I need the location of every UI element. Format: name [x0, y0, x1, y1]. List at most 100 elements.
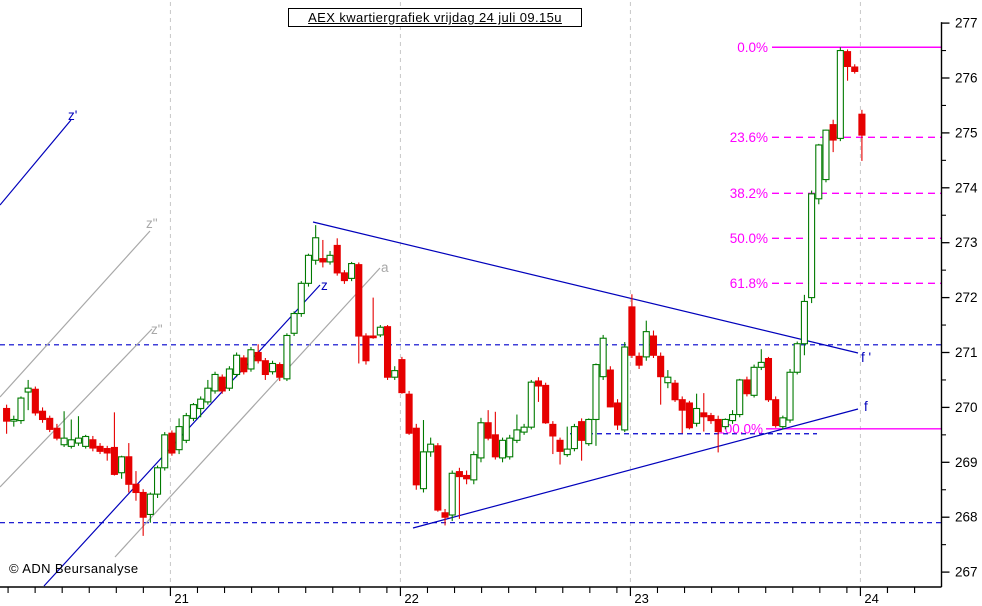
candle-up — [506, 437, 514, 458]
candle-up — [312, 237, 320, 261]
y-axis-tick-label: 270 — [955, 400, 978, 415]
candle-up — [793, 343, 801, 373]
candle-up — [17, 397, 25, 422]
candle-up — [527, 381, 535, 428]
candle-down — [218, 376, 226, 392]
trendline-label: z" — [146, 216, 158, 231]
candle-up — [592, 364, 600, 421]
x-axis-day-label: 22 — [404, 591, 418, 606]
candle-down — [383, 326, 392, 378]
candle-up — [82, 435, 90, 447]
candle-down — [261, 360, 269, 376]
candle-down — [340, 272, 348, 282]
candle-down — [700, 412, 708, 418]
candle-up — [290, 312, 298, 334]
candle-up — [477, 422, 485, 459]
y-axis-tick-label: 277 — [955, 16, 978, 31]
candle-up — [815, 144, 823, 200]
candle-up — [721, 418, 729, 428]
copyright-label: © ADN Beursanalyse — [9, 561, 139, 576]
candle-up — [585, 418, 593, 445]
candle-up — [118, 456, 126, 474]
candle-down — [657, 355, 665, 378]
y-axis-tick-label: 273 — [955, 235, 978, 250]
candle-up — [225, 368, 233, 389]
candle-up — [520, 426, 528, 433]
candle-up — [24, 387, 32, 393]
candle-down — [319, 258, 327, 263]
candle-down — [103, 448, 111, 454]
candle-up — [757, 361, 765, 368]
x-axis-day-label: 21 — [174, 591, 188, 606]
trendline-label: z — [321, 278, 328, 293]
candle-up — [513, 429, 521, 441]
candle-up — [297, 282, 305, 315]
candle-down — [96, 445, 104, 452]
trendline-wave — [412, 408, 859, 529]
candle-down — [606, 369, 614, 408]
candle-down — [772, 399, 780, 427]
candle-down — [743, 379, 751, 395]
candle-up — [74, 437, 83, 444]
candle-down — [635, 355, 643, 366]
candle-up — [175, 426, 183, 451]
trendline-label: z" — [151, 322, 163, 337]
candle-up — [391, 370, 399, 378]
candle-down — [678, 399, 686, 411]
candle-down — [613, 402, 622, 426]
fibonacci-label: 38.2% — [730, 186, 768, 201]
trendline-wave — [0, 328, 153, 488]
candle-up — [693, 407, 701, 424]
candle-up — [67, 439, 75, 447]
y-axis-tick-label: 274 — [955, 180, 978, 195]
candle-up — [268, 362, 277, 373]
candle-up — [348, 263, 356, 279]
candle-down — [110, 446, 118, 475]
candle-up — [786, 371, 794, 421]
candle-down — [484, 422, 492, 439]
candle-up — [599, 337, 607, 378]
trendline-label: z' — [68, 108, 77, 123]
candle-down — [534, 380, 543, 387]
candle-down — [168, 432, 176, 454]
y-axis-tick-label: 268 — [955, 510, 978, 525]
candle-down — [333, 244, 341, 274]
candle-up — [448, 472, 456, 516]
candle-down — [139, 491, 147, 518]
fibonacci-label: 61.8% — [730, 276, 768, 291]
y-axis-tick-label: 276 — [955, 71, 978, 86]
candle-down — [276, 364, 284, 378]
candle-up — [808, 193, 816, 299]
y-axis-tick-label: 272 — [955, 290, 978, 305]
candle-up — [779, 417, 787, 428]
trendline-a — [114, 267, 381, 558]
candle-up — [233, 354, 241, 376]
candle-down — [362, 335, 370, 362]
candle-down — [628, 306, 636, 356]
candle-up — [153, 467, 162, 495]
candle-up — [621, 346, 629, 431]
candle-down — [240, 357, 248, 373]
candle-down — [254, 351, 262, 362]
trendline-wave — [312, 221, 859, 354]
candle-up — [247, 349, 255, 370]
candle-up — [304, 254, 313, 284]
candle-up — [642, 331, 650, 358]
candle-up — [498, 439, 507, 459]
candle-up — [728, 413, 737, 422]
candle-up — [182, 415, 190, 441]
candle-up — [10, 418, 18, 422]
fibonacci-label: 50.0% — [730, 231, 768, 246]
candle-down — [685, 402, 693, 429]
x-axis-day-label: 23 — [634, 591, 648, 606]
candle-up — [376, 326, 384, 336]
candle-up — [161, 434, 169, 469]
candle-down — [542, 384, 550, 424]
candle-down — [46, 417, 54, 430]
candle-down — [53, 427, 61, 439]
candle-down — [491, 434, 499, 458]
candle-down — [31, 388, 39, 414]
candle-down — [398, 359, 406, 394]
